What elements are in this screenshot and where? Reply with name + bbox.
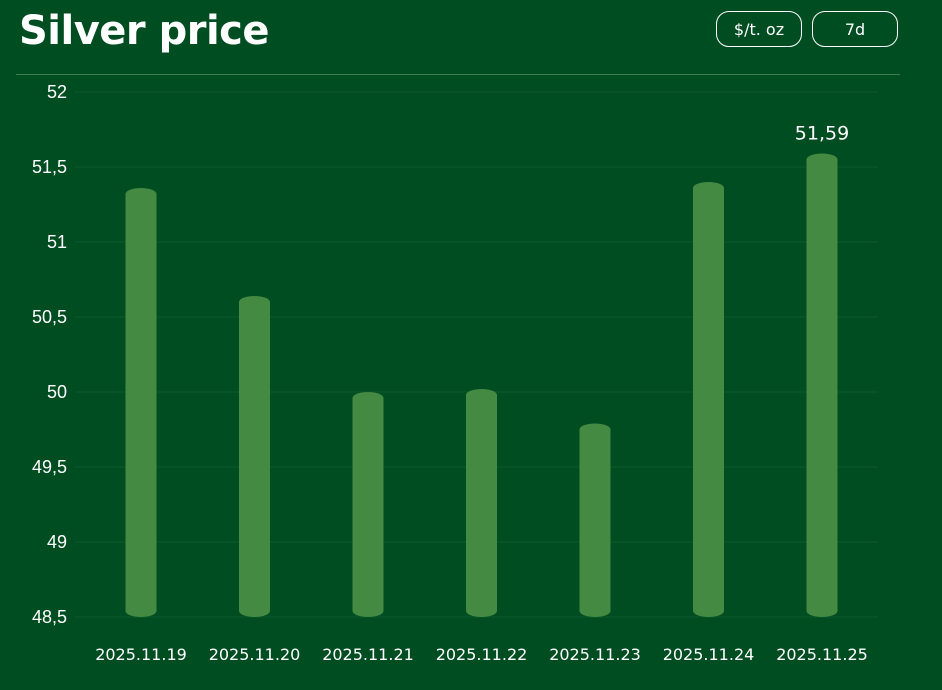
- price-bar[interactable]: [239, 296, 270, 617]
- page-title: Silver price: [19, 8, 270, 54]
- y-tick-label: 49: [47, 532, 67, 552]
- y-tick-label: 52: [47, 82, 67, 102]
- y-tick-label: 51,5: [32, 157, 67, 177]
- unit-selector-button[interactable]: $/t. oz: [716, 11, 802, 47]
- y-tick-label: 49,5: [32, 457, 67, 477]
- range-selector-button[interactable]: 7d: [812, 11, 898, 47]
- price-bar[interactable]: [806, 153, 838, 618]
- x-tick-label: 2025.11.21: [322, 645, 414, 664]
- x-tick-label: 2025.11.19: [95, 645, 187, 664]
- x-tick-label: 2025.11.23: [549, 645, 641, 664]
- y-tick-label: 50,5: [32, 307, 67, 327]
- x-tick-label: 2025.11.22: [436, 645, 528, 664]
- price-bar[interactable]: [352, 392, 384, 617]
- price-bar[interactable]: [125, 188, 157, 617]
- y-tick-label: 51: [47, 232, 67, 252]
- header-divider: [16, 74, 900, 75]
- x-tick-label: 2025.11.20: [209, 645, 301, 664]
- x-tick-label: 2025.11.24: [663, 645, 755, 664]
- price-bar[interactable]: [466, 389, 497, 617]
- y-tick-label: 48,5: [32, 607, 67, 627]
- price-bar[interactable]: [693, 182, 724, 617]
- y-tick-label: 50: [47, 382, 67, 402]
- data-label: 51,59: [795, 123, 849, 145]
- price-bar[interactable]: [579, 423, 611, 618]
- x-tick-label: 2025.11.25: [776, 645, 868, 664]
